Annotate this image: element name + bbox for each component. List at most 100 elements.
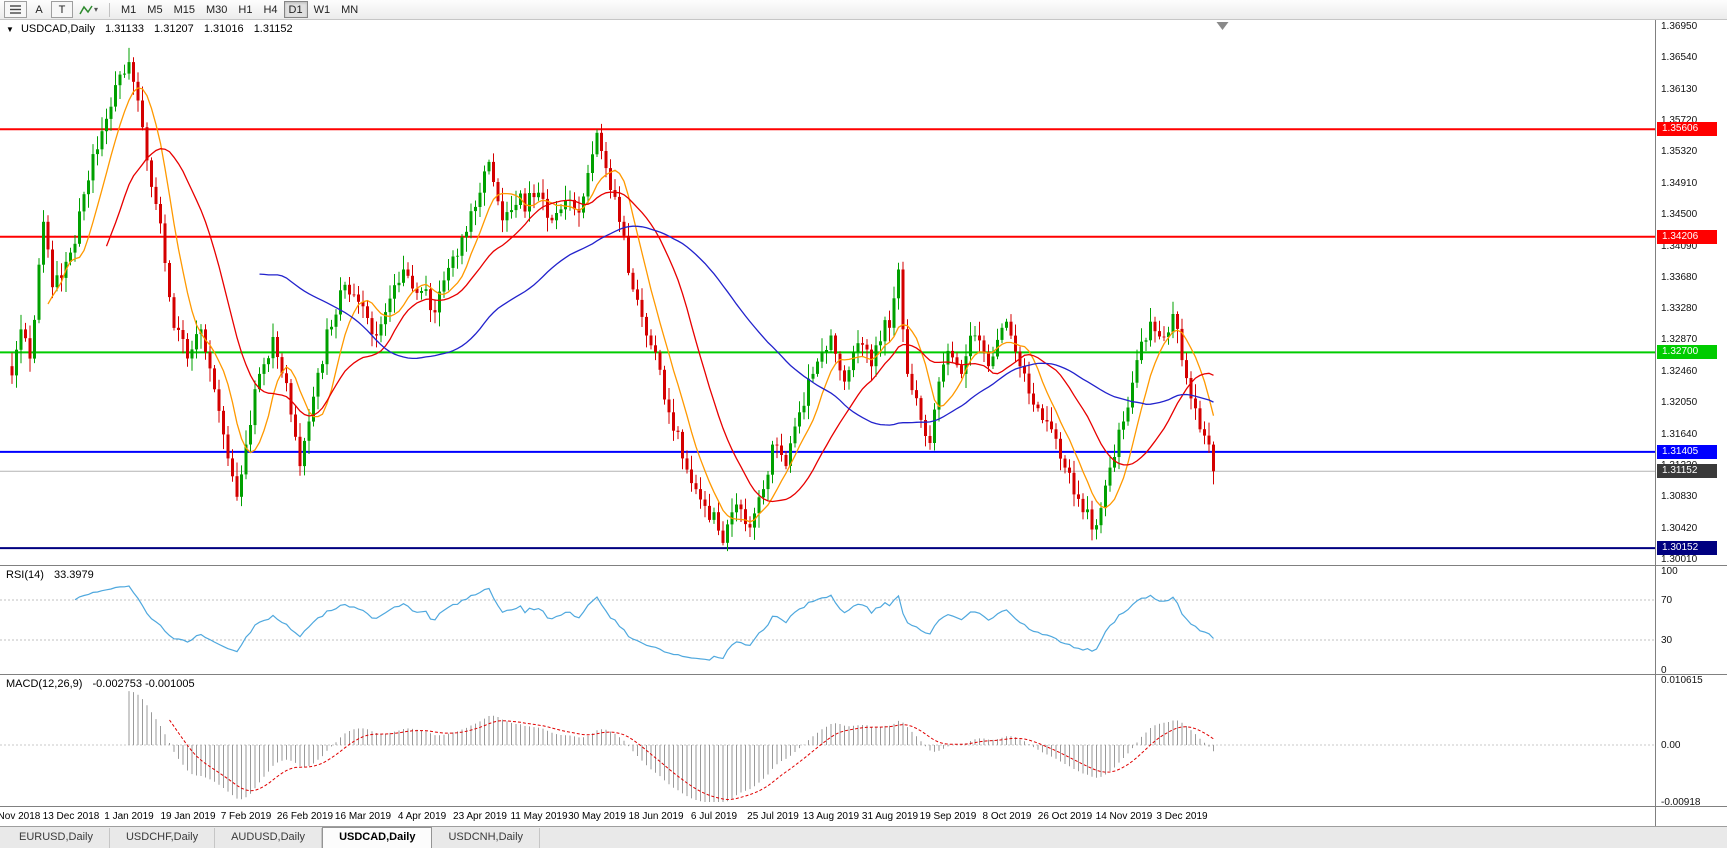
rsi-chart-canvas[interactable] — [0, 566, 1655, 674]
price-axis-label: 1.32050 — [1661, 397, 1698, 408]
date-axis-label: 19 Jan 2019 — [160, 811, 216, 822]
rsi-value: 33.3979 — [53, 569, 94, 581]
macd-axis[interactable]: 0.010615 0.00 -0.00918 — [1655, 675, 1727, 806]
price-axis-label: 1.33280 — [1661, 303, 1698, 314]
price-axis-label: 1.30420 — [1661, 523, 1698, 534]
chart-bar-style-button[interactable] — [4, 1, 27, 18]
timeframe-button-m5[interactable]: M5 — [147, 3, 163, 16]
date-axis-label: 3 Dec 2019 — [1156, 811, 1208, 822]
dropdown-caret-icon: ▾ — [94, 5, 99, 14]
toolbar-separator — [109, 2, 111, 17]
quote-open: 1.31133 — [105, 23, 144, 35]
price-axis-label: 1.32870 — [1661, 334, 1698, 345]
axis-corner — [1655, 807, 1727, 826]
price-axis-label: 1.35720 — [1661, 115, 1698, 126]
date-axis-label: 6 Jul 2019 — [690, 811, 738, 822]
timeframe-button-h4[interactable]: H4 — [263, 3, 278, 16]
macd-values: -0.002753 -0.001005 — [92, 678, 195, 690]
timeframe-button-m30[interactable]: M30 — [205, 3, 228, 16]
chart-tab-audusd[interactable]: AUDUSD,Daily — [215, 828, 323, 848]
date-axis-label: 14 Nov 2019 — [1095, 811, 1153, 822]
price-axis-label: 1.35320 — [1661, 146, 1698, 157]
bars-icon — [10, 5, 21, 14]
price-axis-label: 1.36540 — [1661, 52, 1698, 63]
price-axis-label: 1.36950 — [1661, 21, 1698, 32]
macd-chart-canvas[interactable] — [0, 675, 1655, 806]
time-axis-separator — [0, 806, 1727, 807]
date-axis-label: 13 Dec 2018 — [42, 811, 100, 822]
chart-tab-bar: EURUSD,Daily USDCHF,Daily AUDUSD,Daily USDC… — [0, 826, 1727, 848]
date-axis-label: 7 Feb 2019 — [220, 811, 272, 822]
date-axis-label: 8 Oct 2019 — [982, 811, 1032, 822]
date-axis-label: 23 Apr 2019 — [453, 811, 507, 822]
font-tool-button[interactable]: A — [35, 3, 43, 16]
line-studies-button[interactable]: ▾ — [74, 1, 103, 18]
pane-separator[interactable] — [0, 565, 1727, 566]
macd-label: MACD(12,26,9) — [6, 678, 83, 690]
macd-axis-label: 0.010615 — [1661, 675, 1703, 686]
date-axis-label: 19 Sep 2019 — [919, 811, 977, 822]
date-axis-label: 16 Mar 2019 — [334, 811, 392, 822]
rsi-label: RSI(14) — [6, 569, 44, 581]
hline-price-tag: 1.30152 — [1657, 541, 1717, 555]
timeframe-button-mn[interactable]: MN — [341, 3, 359, 16]
price-axis-label: 1.30010 — [1661, 554, 1698, 565]
price-axis-label: 1.30830 — [1661, 491, 1698, 502]
macd-pane[interactable]: MACD(12,26,9) -0.002753 -0.001005 — [0, 675, 1655, 806]
price-axis-label: 1.34090 — [1661, 241, 1698, 252]
date-axis-label: 26 Oct 2019 — [1037, 811, 1093, 822]
chart-tab-eurusd[interactable]: EURUSD,Daily — [3, 828, 110, 848]
price-pane[interactable]: ▼ USDCAD,Daily 1.31133 1.31207 1.31016 1… — [0, 20, 1655, 565]
date-axis-label: 18 Jun 2019 — [628, 811, 684, 822]
rsi-axis-label: 100 — [1661, 566, 1678, 577]
rsi-axis[interactable]: 100 70 30 0 — [1655, 566, 1727, 674]
timeframe-button-w1[interactable]: W1 — [313, 3, 331, 16]
hline-price-tag: 1.31405 — [1657, 445, 1717, 459]
price-axis-label: 1.34910 — [1661, 178, 1698, 189]
quote-line: ▼ USDCAD,Daily 1.31133 1.31207 1.31016 1… — [6, 23, 293, 35]
date-axis-label: 25 Jul 2019 — [747, 811, 799, 822]
price-axis-label: 1.33680 — [1661, 272, 1698, 283]
timeframe-button-m1[interactable]: M1 — [121, 3, 137, 16]
rsi-axis-label: 70 — [1661, 595, 1673, 606]
price-axis-label: 1.34500 — [1661, 209, 1698, 220]
date-axis-label: 13 Aug 2019 — [802, 811, 860, 822]
hline-price-tag: 1.32700 — [1657, 345, 1717, 359]
rsi-label-line: RSI(14) 33.3979 — [6, 569, 94, 581]
date-axis-label: 31 Aug 2019 — [861, 811, 919, 822]
text-tool-button[interactable]: T — [51, 1, 73, 18]
timeframe-group: M1 M5 M15 M30 H1 H4 D1 W1 MN — [116, 1, 363, 18]
quote-high: 1.31207 — [154, 23, 194, 35]
rsi-axis-label: 30 — [1661, 635, 1673, 646]
date-axis-label: 30 May 2019 — [568, 811, 626, 822]
top-toolbar: A T ▾ M1 M5 M15 M30 H1 H4 D1 W1 MN — [0, 0, 1727, 20]
timeframe-button-d1[interactable]: D1 — [283, 1, 308, 18]
date-axis-label: 26 Feb 2019 — [276, 811, 334, 822]
current-price-tag: 1.31152 — [1657, 464, 1717, 478]
hline-price-tag: 1.35606 — [1657, 122, 1717, 136]
timeframe-button-h1[interactable]: H1 — [238, 3, 253, 16]
hline-price-tag: 1.34206 — [1657, 230, 1717, 244]
quote-close: 1.31152 — [253, 23, 293, 35]
pane-separator[interactable] — [0, 674, 1727, 675]
price-axis-label: 1.32460 — [1661, 366, 1698, 377]
chart-tab-usdchf[interactable]: USDCHF,Daily — [110, 828, 216, 848]
price-chart-canvas[interactable] — [0, 20, 1655, 565]
chart-window: ▼ USDCAD,Daily 1.31133 1.31207 1.31016 1… — [0, 20, 1727, 826]
symbol-title: USDCAD,Daily — [20, 23, 95, 35]
zigzag-icon — [79, 5, 93, 14]
chart-tab-usdcad[interactable]: USDCAD,Daily — [322, 827, 433, 848]
collapse-arrow-icon[interactable]: ▼ — [6, 25, 14, 34]
macd-axis-label: 0.00 — [1661, 740, 1681, 751]
macd-label-line: MACD(12,26,9) -0.002753 -0.001005 — [6, 678, 195, 690]
rsi-axis-label: 0 — [1661, 665, 1667, 674]
date-axis-label: 1 Jan 2019 — [104, 811, 154, 822]
quote-low: 1.31016 — [203, 23, 244, 35]
price-axis[interactable]: 1.36950 1.36540 1.36130 1.35720 1.35320 1.349… — [1655, 20, 1727, 565]
date-axis-label: 4 Apr 2019 — [397, 811, 447, 822]
price-axis-label: 1.36130 — [1661, 84, 1698, 95]
chart-tab-usdcnh[interactable]: USDCNH,Daily — [432, 828, 541, 848]
timeframe-button-m15[interactable]: M15 — [173, 3, 195, 16]
rsi-pane[interactable]: RSI(14) 33.3979 — [0, 566, 1655, 674]
